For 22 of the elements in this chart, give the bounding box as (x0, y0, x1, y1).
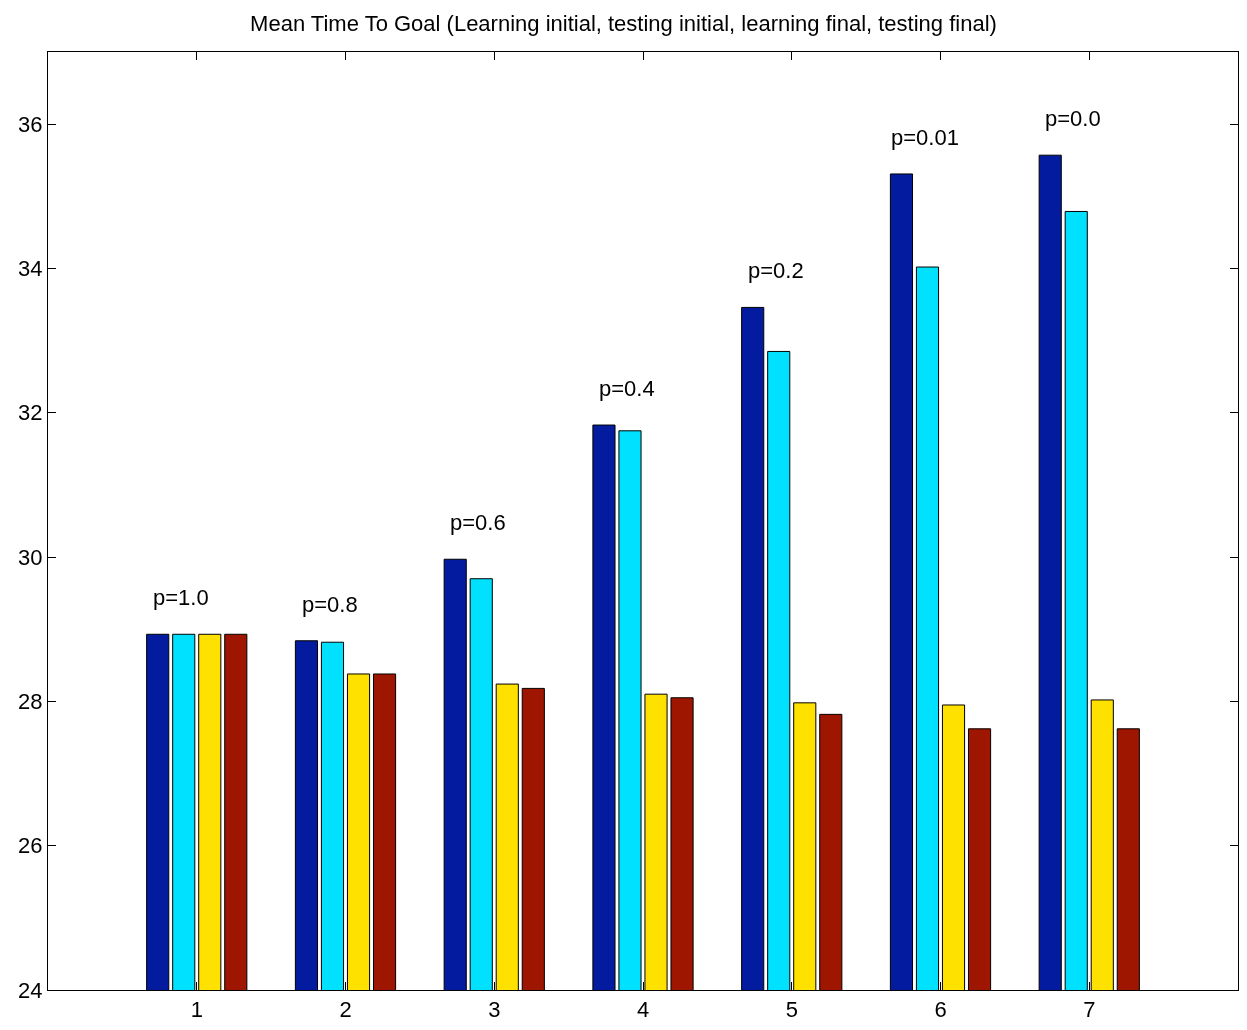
y-tick-label: 26 (18, 833, 43, 859)
annotation: p=1.0 (153, 585, 209, 610)
annotation: p=0.6 (450, 510, 506, 535)
y-tick-label: 32 (18, 400, 43, 426)
y-tick-label: 36 (18, 111, 43, 137)
y-tick-label: 28 (18, 689, 43, 715)
annotation: p=0.4 (599, 376, 655, 401)
chart-title: Mean Time To Goal (Learning initial, testing initial, learning final, testing final) (250, 10, 997, 36)
y-tick-label: 30 (18, 544, 43, 570)
x-tick-label: 3 (488, 997, 501, 1023)
x-tick-label: 5 (785, 997, 798, 1023)
x-tick-label: 7 (1083, 997, 1096, 1023)
y-tick-label: 24 (18, 977, 43, 1003)
x-tick-label: 4 (636, 997, 650, 1023)
annotation: p=0.0 (1045, 106, 1101, 131)
x-tick-label: 1 (190, 997, 203, 1023)
x-tick-label: 2 (339, 997, 352, 1023)
x-tick-label: 6 (934, 997, 947, 1023)
y-tick-label: 34 (18, 256, 43, 282)
annotation: p=0.01 (891, 125, 959, 150)
annotation: p=0.8 (302, 592, 358, 617)
annotation: p=0.2 (748, 258, 804, 283)
